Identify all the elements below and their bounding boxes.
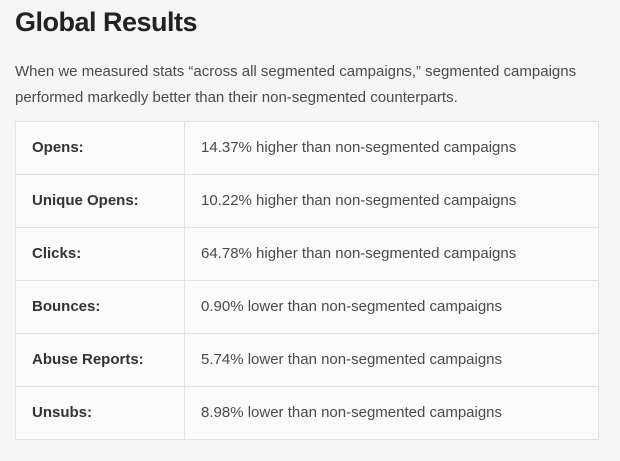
metric-value: 8.98% lower than non-segmented campaigns: [184, 386, 599, 440]
table-row: Abuse Reports: 5.74% lower than non-segme…: [15, 333, 599, 387]
page-title: Global Results: [15, 7, 198, 37]
metric-label: Unique Opens:: [15, 174, 185, 228]
table-row: Unique Opens: 10.22% higher than non-segm…: [15, 174, 599, 228]
metric-value: 5.74% lower than non-segmented campaigns: [184, 333, 599, 387]
metric-label: Unsubs:: [15, 386, 185, 440]
metric-label: Bounces:: [15, 280, 185, 334]
results-table: Opens: 14.37% higher than non-segmented c…: [15, 121, 599, 440]
table-row: Clicks: 64.78% higher than non-segmented …: [15, 227, 599, 281]
metric-label: Opens:: [15, 121, 185, 175]
metric-value: 0.90% lower than non-segmented campaigns: [184, 280, 599, 334]
table-row: Opens: 14.37% higher than non-segmented c…: [15, 121, 599, 175]
intro-paragraph: When we measured stats “across all segme…: [15, 63, 577, 106]
metric-label: Abuse Reports:: [15, 333, 185, 387]
metric-value: 10.22% higher than non-segmented campaig…: [184, 174, 599, 228]
metric-label: Clicks:: [15, 227, 185, 281]
table-row: Bounces: 0.90% lower than non-segmented c…: [15, 280, 599, 334]
metric-value: 14.37% higher than non-segmented campaig…: [184, 121, 599, 175]
results-table-body: Opens: 14.37% higher than non-segmented c…: [15, 121, 599, 440]
table-row: Unsubs: 8.98% lower than non-segmented ca…: [15, 386, 599, 440]
metric-value: 64.78% higher than non-segmented campaig…: [184, 227, 599, 281]
page: Global Results When we measured stats “a…: [15, 7, 599, 440]
